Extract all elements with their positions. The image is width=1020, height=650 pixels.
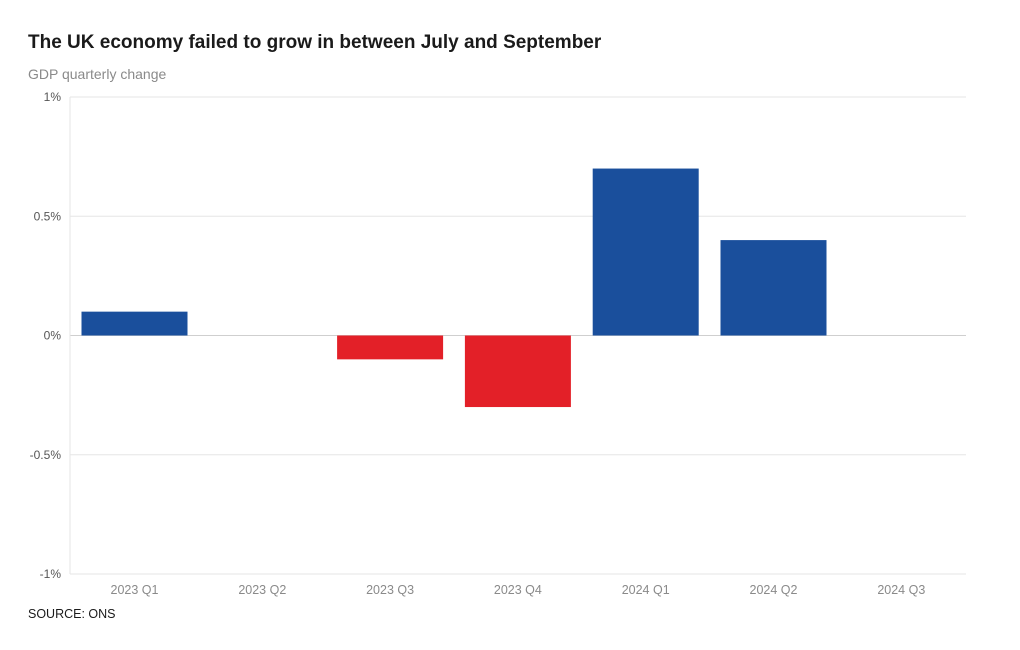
y-tick-label: 0.5% xyxy=(34,209,62,223)
chart-subtitle: GDP quarterly change xyxy=(28,66,167,82)
y-tick-label: -1% xyxy=(40,567,62,581)
chart-title: The UK economy failed to grow in between… xyxy=(28,32,602,53)
bar-2023-q1 xyxy=(81,311,188,336)
bar-2024-q2 xyxy=(720,240,827,336)
chart-source: SOURCE: ONS xyxy=(28,607,116,621)
x-tick-label: 2023 Q3 xyxy=(366,583,414,597)
y-tick-label: 0% xyxy=(44,329,62,343)
bar-2023-q4 xyxy=(464,335,571,408)
y-tick-label: 1% xyxy=(44,90,62,104)
x-tick-label: 2024 Q3 xyxy=(877,583,925,597)
x-tick-label: 2023 Q1 xyxy=(111,583,159,597)
x-tick-label: 2024 Q2 xyxy=(750,583,798,597)
y-axis-ticks: 1% 0.5% 0% -0.5% -1% xyxy=(30,90,62,581)
x-tick-label: 2023 Q2 xyxy=(238,583,286,597)
bars xyxy=(81,168,827,408)
x-tick-label: 2024 Q1 xyxy=(622,583,670,597)
bar-2024-q1 xyxy=(592,168,699,336)
y-tick-label: -0.5% xyxy=(30,448,62,462)
x-axis-ticks: 2023 Q1 2023 Q2 2023 Q3 2023 Q4 2024 Q1 2024 … xyxy=(111,583,926,597)
x-tick-label: 2023 Q4 xyxy=(494,583,542,597)
bar-2023-q3 xyxy=(337,335,444,360)
